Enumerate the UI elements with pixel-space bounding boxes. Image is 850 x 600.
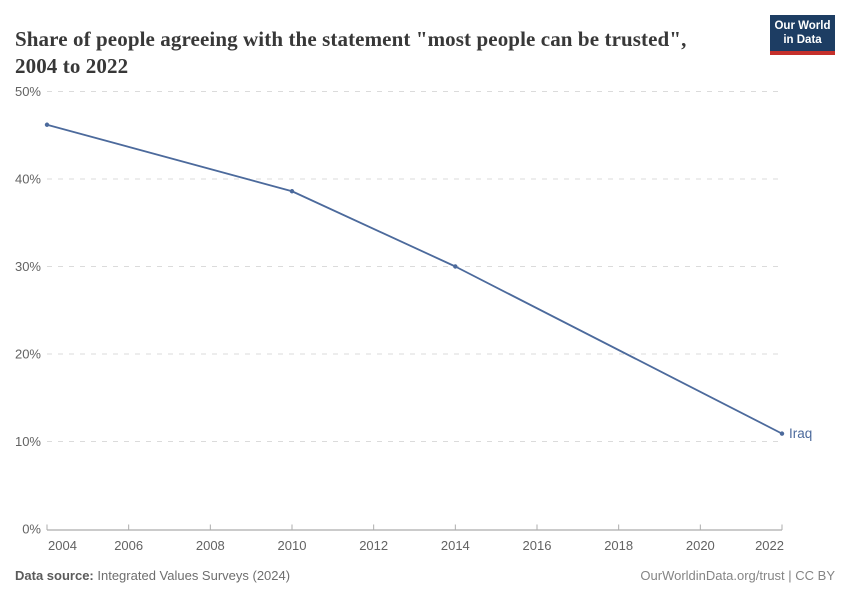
series-line-iraq bbox=[46, 123, 783, 435]
x-axis-tick-label: 2004 bbox=[48, 538, 77, 553]
y-axis-tick-label: 20% bbox=[15, 347, 41, 362]
data-point-marker bbox=[453, 264, 458, 269]
data-point-marker bbox=[779, 431, 785, 436]
data-point-marker bbox=[289, 189, 295, 194]
owid-logo-line1: Our World bbox=[774, 20, 831, 32]
x-axis-tick-label: 2010 bbox=[278, 538, 307, 553]
series-end-label: Iraq bbox=[789, 426, 812, 441]
y-axis-tick-label: 40% bbox=[15, 172, 41, 187]
x-axis-tick-label: 2020 bbox=[686, 538, 715, 553]
data-source-value: Integrated Values Surveys (2024) bbox=[97, 568, 291, 583]
chart-footer: Data source: Integrated Values Surveys (… bbox=[15, 568, 835, 583]
data-source-label: Data source: bbox=[15, 568, 94, 583]
x-axis-tick-label: 2018 bbox=[604, 538, 633, 553]
x-axis-tick-label: 2016 bbox=[523, 538, 552, 553]
y-axis-tick-label: 50% bbox=[15, 84, 41, 99]
owid-logo-line2: in Data bbox=[783, 34, 822, 47]
y-axis-tick-label: 30% bbox=[15, 259, 41, 274]
x-axis-tick-label: 2006 bbox=[114, 538, 143, 553]
attribution-link[interactable]: OurWorldinData.org/trust | CC BY bbox=[640, 568, 835, 583]
chart-title: Share of people agreeing with the statem… bbox=[15, 27, 687, 79]
y-axis-tick-label: 10% bbox=[15, 434, 41, 449]
data-source: Data source: Integrated Values Surveys (… bbox=[15, 568, 290, 583]
x-axis-tick-label: 2008 bbox=[196, 538, 225, 553]
data-point-marker bbox=[44, 122, 50, 127]
owid-logo[interactable]: Our World in Data bbox=[770, 15, 835, 55]
y-axis-tick-label: 0% bbox=[22, 522, 41, 537]
x-axis-tick-label: 2014 bbox=[441, 538, 470, 553]
x-axis-tick-label: 2022 bbox=[755, 538, 784, 553]
x-axis-tick-label: 2012 bbox=[359, 538, 388, 553]
